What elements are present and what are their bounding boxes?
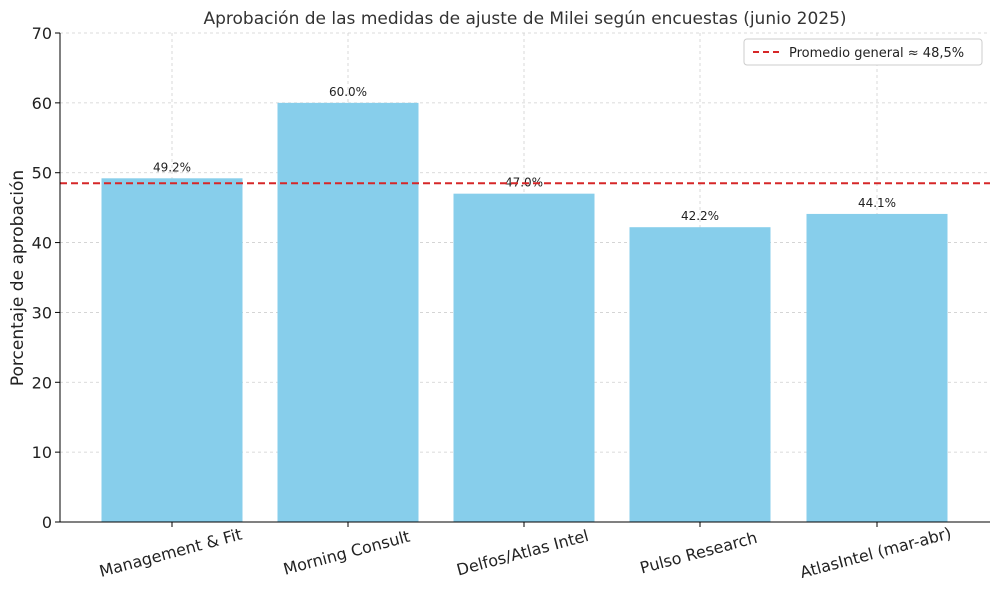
legend: Promedio general ≈ 48,5% — [743, 38, 983, 66]
x-tick-labels: Management & Fit Morning Consult Delfos/At… — [97, 522, 953, 582]
y-tick-labels: 0 10 20 30 40 50 60 70 — [32, 24, 60, 532]
data-label: 44.1% — [858, 196, 896, 210]
axes — [59, 33, 990, 523]
y-axis-label: Porcentaje de aprobación — [8, 170, 28, 386]
bar — [101, 178, 243, 522]
x-tick-label: Delfos/Atlas Intel — [455, 526, 591, 579]
x-tick-label: AtlasIntel (mar-abr) — [798, 523, 953, 582]
data-label: 42.2% — [681, 209, 719, 223]
x-tick-label: Management & Fit — [97, 525, 244, 581]
data-label: 60.0% — [329, 85, 367, 99]
legend-entry: Promedio general ≈ 48,5% — [789, 46, 964, 61]
y-tick-label: 0 — [42, 513, 52, 532]
x-tick-label: Pulso Research — [638, 528, 759, 578]
y-tick-label: 40 — [32, 234, 52, 253]
y-tick-label: 10 — [32, 443, 52, 462]
y-tick-label: 60 — [32, 94, 52, 113]
chart-title: Aprobación de las medidas de ajuste de M… — [203, 9, 846, 29]
bar — [629, 227, 771, 522]
y-tick-label: 20 — [32, 373, 52, 392]
y-tick-label: 50 — [32, 164, 52, 183]
y-tick-label: 30 — [32, 303, 52, 322]
bar — [453, 193, 595, 522]
data-labels: 49.2%60.0%47.0%42.2%44.1% — [153, 85, 896, 223]
bar — [806, 213, 948, 522]
bar — [277, 102, 419, 522]
x-tick-label: Morning Consult — [281, 527, 412, 579]
data-label: 49.2% — [153, 160, 191, 174]
bars — [101, 102, 948, 522]
y-tick-label: 70 — [32, 24, 52, 43]
legend-box — [743, 38, 983, 66]
